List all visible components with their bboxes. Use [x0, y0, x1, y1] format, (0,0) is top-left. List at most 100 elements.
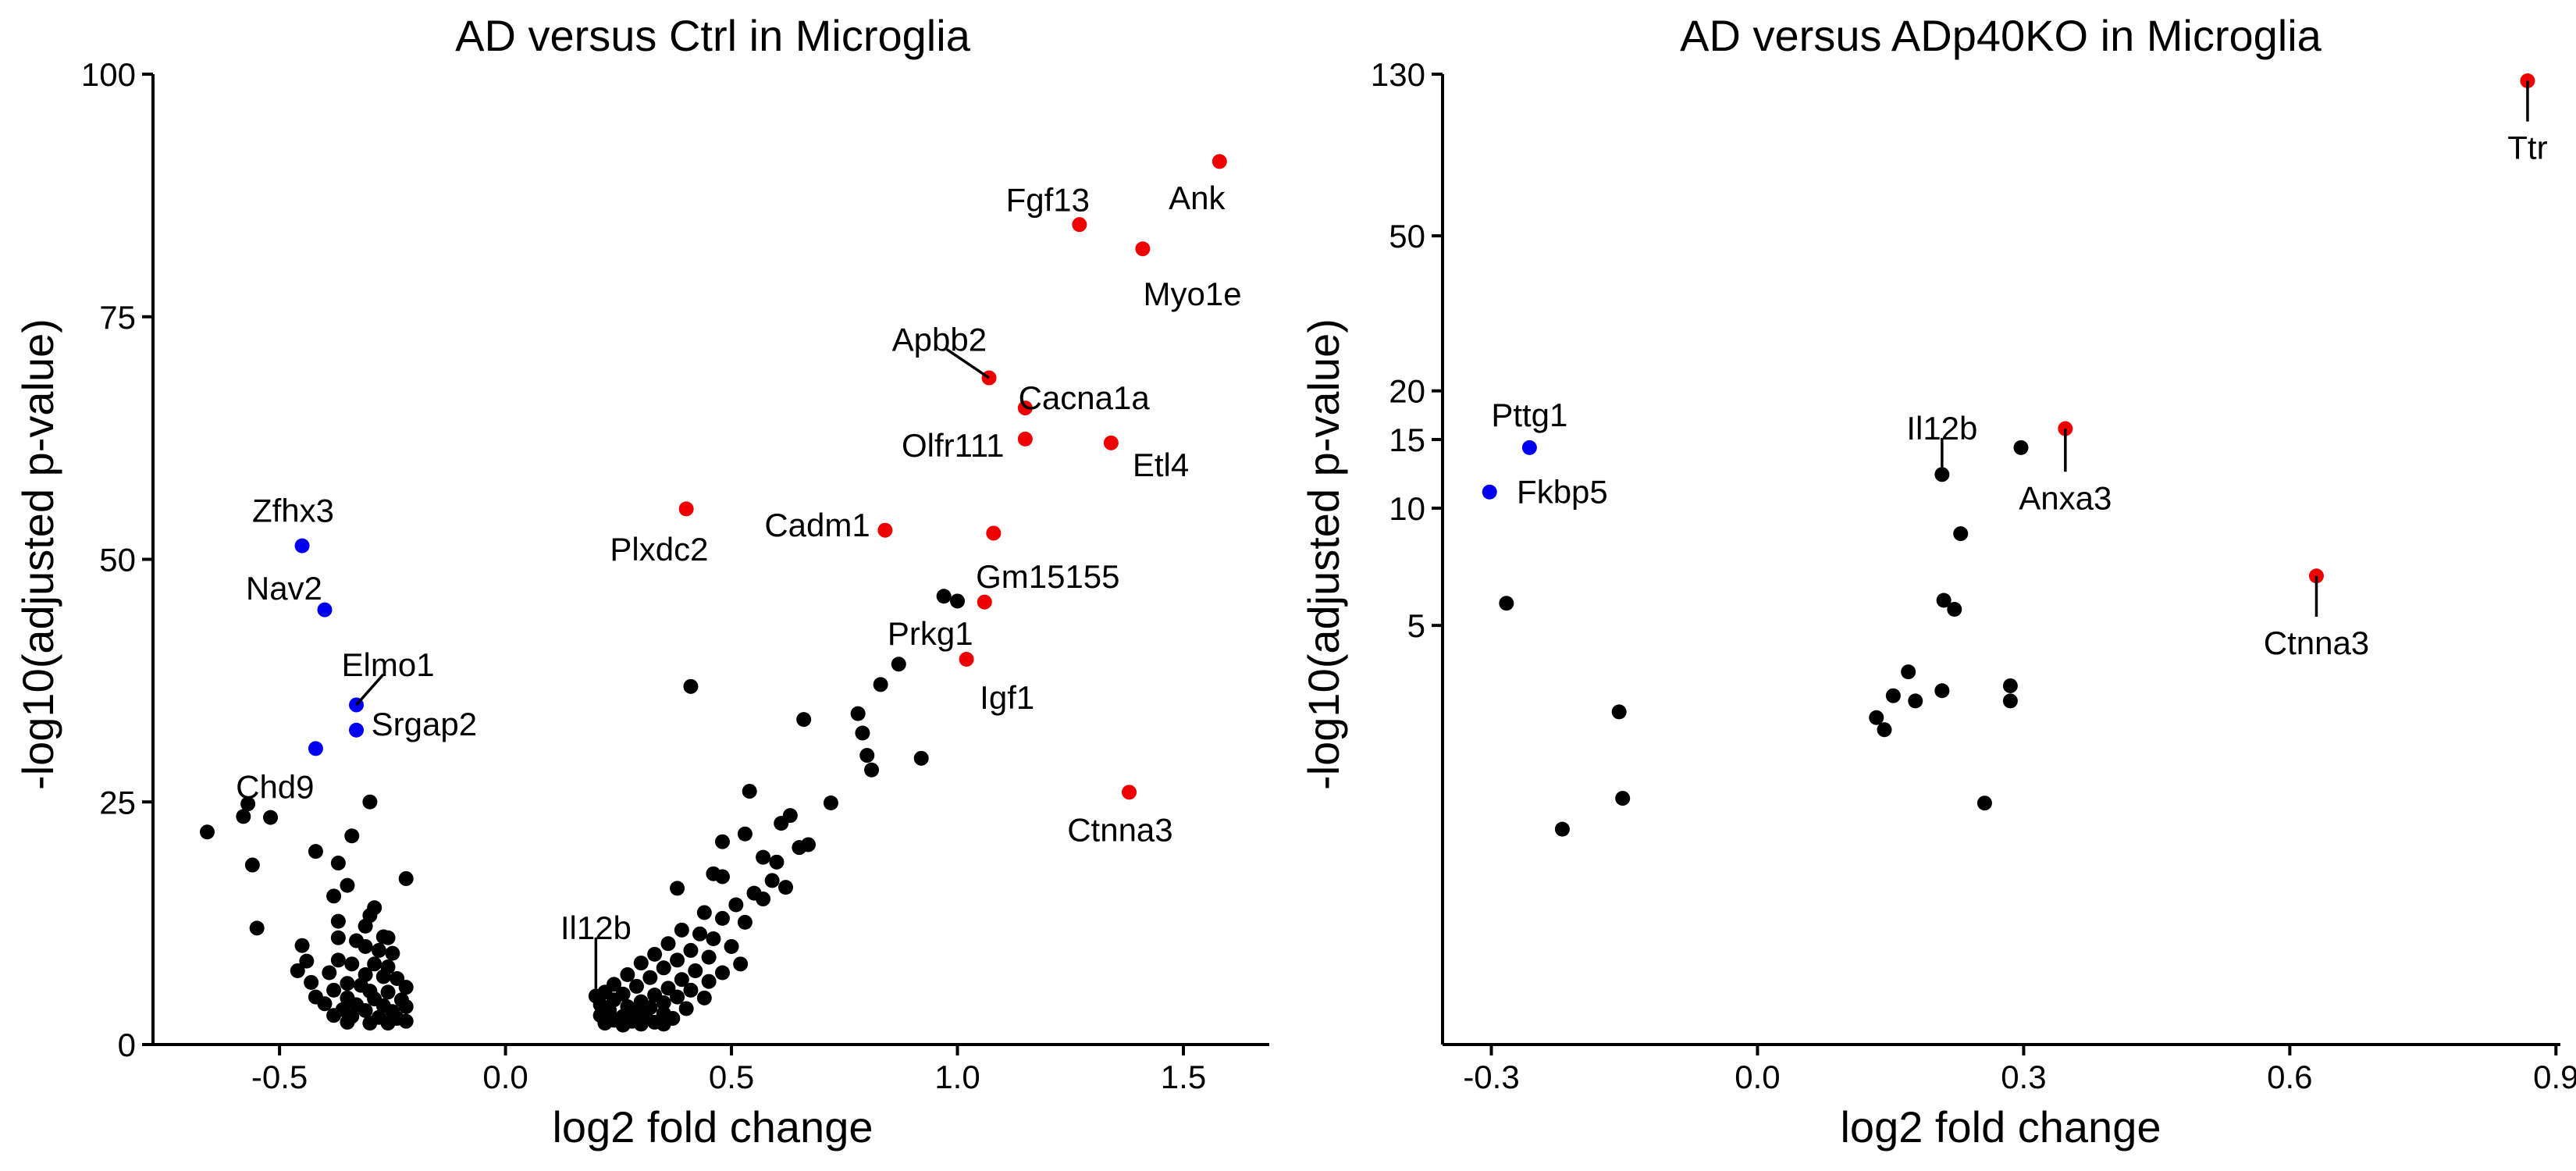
x-tick-label: 1.0 — [934, 1059, 980, 1095]
data-point — [873, 677, 888, 692]
data-point — [330, 856, 346, 871]
y-tick-label: 25 — [99, 784, 136, 820]
data-point — [380, 1016, 396, 1031]
data-point — [633, 1016, 649, 1032]
point-prkg1 — [977, 594, 992, 610]
data-point — [728, 897, 744, 913]
data-point — [660, 936, 676, 952]
data-point — [756, 892, 771, 907]
data-point — [1908, 693, 1923, 709]
x-tick-label: 0.9 — [2533, 1059, 2576, 1095]
data-point — [714, 869, 730, 884]
gene-label-prkg1: Prkg1 — [888, 615, 973, 652]
data-point — [240, 796, 256, 812]
data-point — [308, 844, 323, 860]
data-point — [913, 750, 929, 766]
data-point — [371, 942, 386, 958]
point-pttg1 — [1521, 440, 1537, 455]
data-point — [656, 995, 671, 1011]
gene-label-plxdc2: Plxdc2 — [610, 531, 708, 568]
data-point — [358, 1002, 373, 1018]
data-point — [1554, 821, 1570, 837]
data-point — [1611, 704, 1627, 720]
data-point — [344, 956, 360, 972]
data-point — [1947, 601, 1962, 617]
data-point — [696, 990, 712, 1005]
gene-label-srgap2: Srgap2 — [372, 706, 477, 742]
data-point — [597, 1016, 613, 1031]
data-point — [696, 905, 712, 920]
y-tick-label: 15 — [1389, 422, 1425, 458]
point-myo1e — [1135, 241, 1151, 257]
data-point — [290, 963, 305, 979]
plot-area: -0.3 0.0 0.3 0.6 0.9 5 10 15 20 50 130 Ttr Anxa3 Ctnn… — [1371, 56, 2576, 1095]
data-point — [330, 913, 346, 929]
data-point — [850, 706, 866, 721]
chart-title: AD versus Ctrl in Microglia — [455, 11, 971, 60]
gene-label-etl4: Etl4 — [1133, 447, 1189, 483]
y-axis-label: -log10(adjusted p-value) — [1299, 319, 1348, 790]
data-point — [398, 980, 414, 995]
point-gm15155 — [986, 525, 1002, 541]
gene-label-ctnna3: Ctnna3 — [2264, 625, 2369, 661]
data-point — [670, 881, 685, 896]
data-point — [733, 956, 749, 972]
x-tick-label: 0.0 — [1735, 1059, 1780, 1095]
y-axis-label: -log10(adjusted p-value) — [13, 319, 62, 790]
data-point — [792, 840, 807, 856]
plot-area: -0.5 0.0 0.5 1.0 1.5 0 25 50 75 100 Ank Fgf13 Myo1e A… — [81, 56, 1269, 1095]
x-tick-label: -0.5 — [251, 1059, 308, 1095]
data-point — [380, 930, 396, 945]
data-point — [380, 984, 396, 1000]
gene-label-pttg1: Pttg1 — [1491, 397, 1567, 433]
data-point — [2002, 678, 2018, 693]
data-point — [774, 816, 789, 831]
point-ank — [1212, 154, 1227, 169]
point-olfr111 — [1017, 431, 1033, 447]
point-igf1 — [959, 652, 974, 667]
data-point — [670, 989, 685, 1005]
data-point — [340, 877, 355, 893]
gene-label-elmo1: Elmo1 — [342, 646, 435, 683]
y-tick-label: 10 — [1389, 490, 1425, 527]
gene-label-ctnna3: Ctnna3 — [1067, 811, 1172, 848]
gene-label-cacna1a: Cacna1a — [1019, 379, 1151, 416]
y-tick-label: 130 — [1371, 56, 1425, 93]
data-point — [615, 1017, 631, 1033]
data-point — [683, 982, 699, 998]
x-tick-label: 0.0 — [482, 1059, 528, 1095]
data-point — [340, 976, 355, 991]
point-fgf13 — [1072, 217, 1087, 233]
data-point — [714, 910, 730, 926]
data-point — [769, 854, 785, 870]
data-point — [263, 810, 279, 825]
gene-label-olfr111: Olfr111 — [902, 427, 1005, 464]
data-point — [299, 953, 315, 969]
data-point — [670, 952, 685, 968]
data-point — [326, 888, 342, 904]
data-point — [2013, 440, 2029, 455]
panel-ad-vs-adp40ko: AD versus ADp40KO in Microglia log2 fold… — [1299, 11, 2576, 1151]
data-point — [317, 996, 333, 1012]
data-point — [706, 931, 721, 947]
point-chd9 — [308, 741, 323, 756]
data-point — [1934, 683, 1950, 699]
data-point — [1936, 593, 1952, 608]
gene-label-ttr: Ttr — [2507, 130, 2547, 166]
gene-label-fgf13: Fgf13 — [1006, 182, 1090, 219]
gene-label-myo1e: Myo1e — [1144, 276, 1242, 312]
data-point — [362, 1016, 378, 1031]
x-axis-label: log2 fold change — [1840, 1102, 2161, 1151]
data-point — [701, 973, 717, 989]
data-point — [778, 880, 794, 895]
point-plxdc2 — [678, 501, 694, 517]
data-point — [823, 795, 838, 810]
data-point — [1869, 710, 1884, 725]
gene-label-chd9: Chd9 — [236, 769, 314, 806]
gene-label-fkbp5: Fkbp5 — [1517, 473, 1608, 510]
data-point — [688, 963, 703, 979]
data-point — [737, 826, 753, 842]
data-point — [1953, 526, 1969, 542]
data-point — [950, 593, 966, 609]
chart-title: AD versus ADp40KO in Microglia — [1680, 11, 2322, 60]
